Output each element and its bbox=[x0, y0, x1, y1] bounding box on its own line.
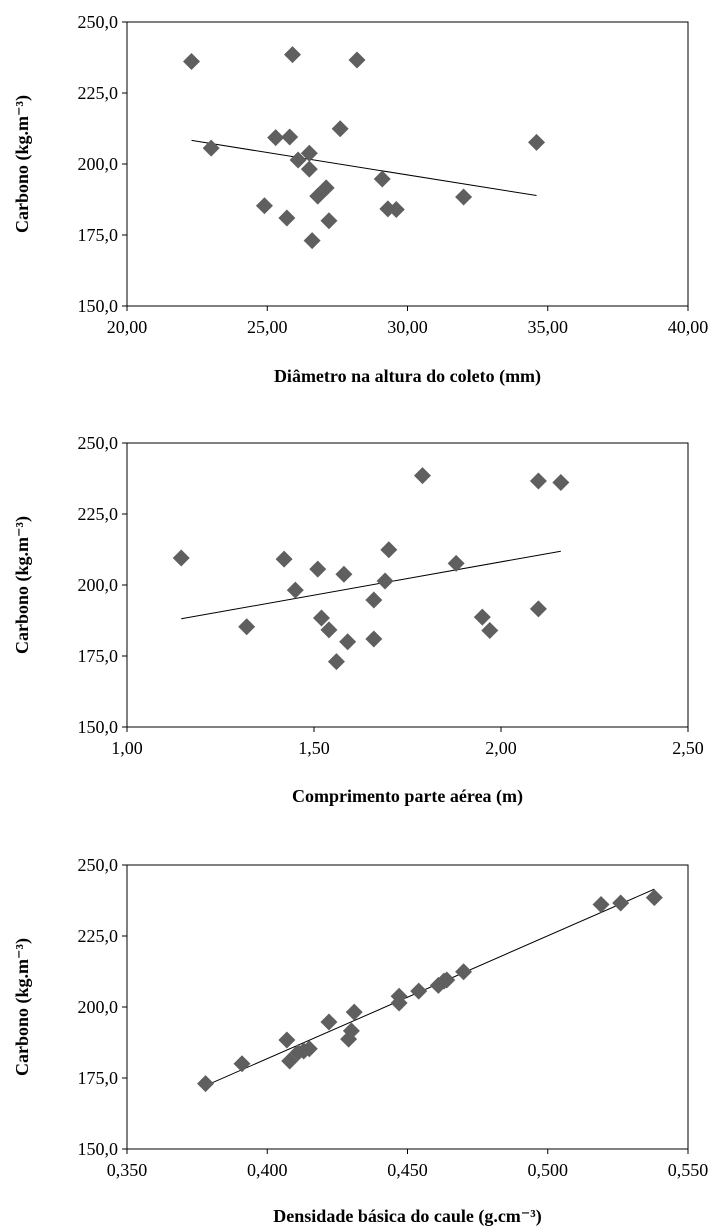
data-point bbox=[275, 550, 293, 568]
y-axis-title: Carbono (kg.m⁻³) bbox=[12, 95, 33, 233]
data-point bbox=[309, 560, 327, 578]
y-axis-title: Carbono (kg.m⁻³) bbox=[12, 938, 33, 1076]
data-point bbox=[455, 963, 473, 981]
data-point bbox=[529, 472, 547, 490]
y-tick-label: 250,0 bbox=[78, 12, 119, 32]
plot-area bbox=[126, 864, 689, 1150]
data-point bbox=[552, 473, 570, 491]
data-point bbox=[481, 621, 499, 639]
x-tick-label: 20,00 bbox=[107, 317, 148, 337]
x-axis-title: Diâmetro na altura do coleto (mm) bbox=[274, 366, 541, 387]
chart-panel-2: 150,0 175,0 200,0 225,0 250,0 1,00 1,50 2,00 2,5… bbox=[12, 433, 704, 807]
y-tick-label: 200,0 bbox=[78, 154, 119, 174]
data-point bbox=[331, 120, 349, 138]
data-point bbox=[320, 1013, 338, 1031]
y-tick-label: 225,0 bbox=[78, 504, 119, 524]
x-tick-label: 1,50 bbox=[298, 738, 330, 758]
x-tick-label: 30,00 bbox=[387, 317, 428, 337]
x-tick-label: 0,400 bbox=[247, 1160, 288, 1180]
data-point bbox=[447, 554, 465, 572]
data-point bbox=[283, 46, 301, 64]
data-point bbox=[202, 139, 220, 157]
y-tick-label: 150,0 bbox=[78, 296, 119, 316]
data-point bbox=[300, 1040, 318, 1058]
data-point bbox=[233, 1055, 251, 1073]
trendline bbox=[191, 139, 537, 197]
data-point bbox=[312, 609, 330, 627]
data-point bbox=[172, 549, 190, 567]
data-point bbox=[387, 200, 405, 218]
data-point bbox=[197, 1075, 215, 1093]
y-tick-label: 200,0 bbox=[78, 997, 119, 1017]
data-point bbox=[373, 170, 391, 188]
plot-area bbox=[126, 442, 689, 728]
data-point bbox=[278, 1031, 296, 1049]
x-axis-title: Densidade básica do caule (g.cm⁻³) bbox=[273, 1206, 541, 1227]
data-point bbox=[255, 197, 273, 215]
x-tick-label: 0,350 bbox=[107, 1160, 148, 1180]
data-point bbox=[455, 188, 473, 206]
x-axis-title: Comprimento parte aérea (m) bbox=[292, 786, 523, 807]
data-point bbox=[327, 653, 345, 671]
y-tick-label: 200,0 bbox=[78, 575, 119, 595]
data-point bbox=[281, 128, 299, 146]
y-tick-label: 250,0 bbox=[78, 855, 119, 875]
y-tick-label: 175,0 bbox=[78, 225, 119, 245]
x-tick-label: 2,00 bbox=[485, 738, 517, 758]
x-tick-label: 1,00 bbox=[111, 738, 143, 758]
trendline bbox=[181, 550, 561, 620]
data-point bbox=[300, 144, 318, 162]
x-tick-label: 0,450 bbox=[387, 1160, 428, 1180]
y-axis-title: Carbono (kg.m⁻³) bbox=[12, 516, 33, 654]
data-point bbox=[278, 209, 296, 227]
chart-panel-1: 150,0 175,0 200,0 225,0 250,0 20,00 25,00 30,00… bbox=[12, 12, 708, 387]
y-tick-label: 225,0 bbox=[78, 83, 119, 103]
y-tick-label: 175,0 bbox=[78, 1068, 119, 1088]
data-point bbox=[365, 630, 383, 648]
x-tick-label: 35,00 bbox=[528, 317, 569, 337]
y-tick-label: 150,0 bbox=[78, 717, 119, 737]
y-tick-label: 250,0 bbox=[78, 433, 119, 453]
data-point bbox=[592, 895, 610, 913]
data-point bbox=[528, 133, 546, 151]
data-point bbox=[286, 581, 304, 599]
data-point bbox=[342, 1022, 360, 1040]
data-point bbox=[365, 591, 383, 609]
data-point bbox=[390, 994, 408, 1012]
data-point bbox=[473, 608, 491, 626]
data-point bbox=[376, 572, 394, 590]
x-tick-label: 25,00 bbox=[247, 317, 288, 337]
data-point bbox=[413, 467, 431, 485]
y-tick-label: 150,0 bbox=[78, 1139, 119, 1159]
x-tick-label: 0,550 bbox=[668, 1160, 709, 1180]
plot-area bbox=[126, 21, 689, 307]
y-tick-label: 225,0 bbox=[78, 926, 119, 946]
data-point bbox=[348, 51, 366, 69]
x-tick-label: 0,500 bbox=[528, 1160, 569, 1180]
data-point bbox=[612, 894, 630, 912]
data-point bbox=[317, 179, 335, 197]
data-point bbox=[238, 618, 256, 636]
data-point bbox=[320, 621, 338, 639]
data-point bbox=[335, 565, 353, 583]
data-point bbox=[380, 541, 398, 559]
data-point bbox=[289, 151, 307, 169]
data-point bbox=[267, 129, 285, 147]
chart-panel-3: 150,0 175,0 200,0 225,0 250,0 0,350 0,400 0,450… bbox=[12, 855, 708, 1227]
data-point bbox=[345, 1003, 363, 1021]
y-tick-label: 175,0 bbox=[78, 646, 119, 666]
data-point bbox=[410, 982, 428, 1000]
data-point bbox=[303, 232, 321, 250]
x-tick-label: 40,00 bbox=[668, 317, 709, 337]
data-point bbox=[438, 971, 456, 989]
trendline bbox=[205, 888, 655, 1087]
data-point bbox=[320, 212, 338, 230]
data-point bbox=[339, 633, 357, 651]
data-point bbox=[300, 160, 318, 178]
data-point bbox=[183, 52, 201, 70]
data-point bbox=[529, 600, 547, 618]
x-tick-label: 2,50 bbox=[672, 738, 704, 758]
data-point bbox=[645, 889, 663, 907]
